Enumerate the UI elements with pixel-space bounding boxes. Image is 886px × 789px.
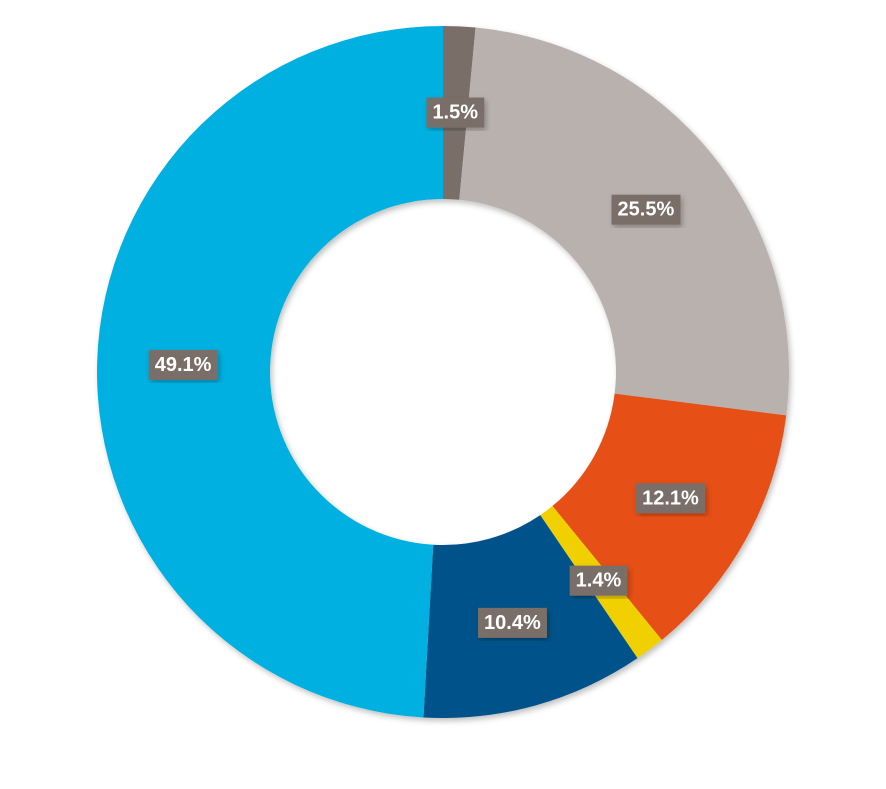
value-label: 49.1% <box>155 354 212 376</box>
labels: 1.5% 25.5% 12.1% 1.4% 10.4% 49.1% <box>148 97 706 638</box>
label-box <box>569 565 628 596</box>
value-label: 12.1% <box>642 487 699 509</box>
data-label: 1.5% <box>426 97 485 128</box>
label-box <box>611 194 681 225</box>
data-label: 49.1% <box>148 349 218 380</box>
data-label: 25.5% <box>611 194 681 225</box>
data-label: 10.4% <box>478 607 547 638</box>
label-box <box>478 607 547 638</box>
label-box <box>636 483 706 514</box>
value-label: 1.5% <box>432 102 478 124</box>
value-label: 1.4% <box>576 570 622 592</box>
donut-slice <box>96 26 443 718</box>
label-box <box>426 97 485 128</box>
label-box <box>148 349 218 380</box>
donut-slice <box>552 393 787 640</box>
value-label: 10.4% <box>484 612 541 634</box>
data-label: 1.4% <box>569 565 628 596</box>
value-label: 25.5% <box>618 199 675 221</box>
data-label: 12.1% <box>636 483 706 514</box>
